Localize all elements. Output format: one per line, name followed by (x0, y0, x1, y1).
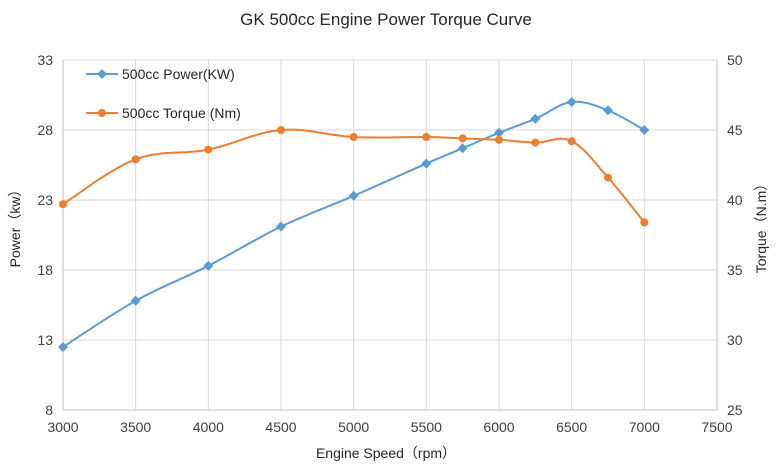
y-right-tick-label: 45 (727, 122, 743, 138)
torque-point (277, 126, 285, 134)
axes: 8 13 18 23 28 33 25 30 35 40 45 50 3000 3500 4000 4500 5… (37, 52, 742, 435)
y-right-axis-label: Torque（N.m） (753, 177, 769, 273)
x-tick-label: 7500 (701, 419, 732, 435)
power-point (421, 158, 432, 169)
x-tick-label: 6000 (483, 419, 514, 435)
series-power (58, 97, 650, 352)
legend-item: 500cc Torque (Nm) (86, 105, 241, 121)
legend-marker (97, 69, 107, 79)
y-right-tick-label: 30 (727, 332, 743, 348)
torque-point (422, 133, 431, 141)
x-tick-label: 4500 (265, 419, 296, 435)
power-point (203, 260, 214, 271)
y-right-tick-label: 25 (727, 402, 743, 418)
torque-point (458, 134, 467, 143)
power-point (276, 221, 286, 232)
power-point (457, 143, 468, 154)
torque-point (131, 155, 140, 164)
grid-lines (63, 59, 717, 410)
legend-label: 500cc Power(KW) (122, 66, 235, 82)
torque-point (640, 218, 649, 227)
legend-item: 500cc Power(KW) (86, 66, 235, 82)
torque-point (604, 173, 612, 182)
y-right-tick-label: 40 (727, 192, 743, 208)
power-point (58, 342, 68, 352)
power-point (530, 113, 541, 124)
legend: 500cc Power(KW) 500cc Torque (Nm) (86, 66, 241, 121)
power-point (494, 127, 504, 138)
torque-point (204, 145, 213, 154)
y-left-tick-label: 28 (37, 122, 53, 138)
y-left-tick-label: 18 (37, 262, 53, 278)
x-axis-label: Engine Speed（rpm） (316, 445, 456, 461)
y-right-tick-label: 50 (727, 52, 743, 68)
x-tick-label: 6500 (556, 419, 587, 435)
power-point (603, 105, 613, 116)
legend-marker (98, 109, 106, 117)
y-left-tick-label: 23 (37, 192, 53, 208)
chart-title: GK 500cc Engine Power Torque Curve (240, 10, 532, 29)
x-tick-label: 3000 (47, 419, 78, 435)
torque-point (531, 138, 540, 147)
torque-point (59, 200, 67, 209)
y-left-tick-label: 8 (45, 402, 53, 418)
power-point (639, 125, 650, 135)
series (58, 97, 650, 352)
legend-label: 500cc Torque (Nm) (122, 105, 241, 121)
x-tick-label: 5500 (411, 419, 442, 435)
power-point (130, 295, 141, 306)
y-right-tick-label: 35 (727, 262, 743, 278)
x-tick-label: 7000 (629, 419, 660, 435)
power-point (348, 190, 359, 201)
y-left-axis-label: Power（kw） (7, 183, 23, 268)
x-tick-label: 3500 (120, 419, 151, 435)
torque-point (567, 137, 576, 146)
y-left-tick-label: 13 (37, 332, 53, 348)
series-torque (59, 126, 649, 227)
y-left-tick-label: 33 (37, 52, 53, 68)
power-point (566, 97, 577, 107)
x-tick-label: 5000 (338, 419, 369, 435)
torque-point (349, 133, 358, 141)
torque-point (495, 135, 503, 144)
x-tick-label: 4000 (193, 419, 224, 435)
